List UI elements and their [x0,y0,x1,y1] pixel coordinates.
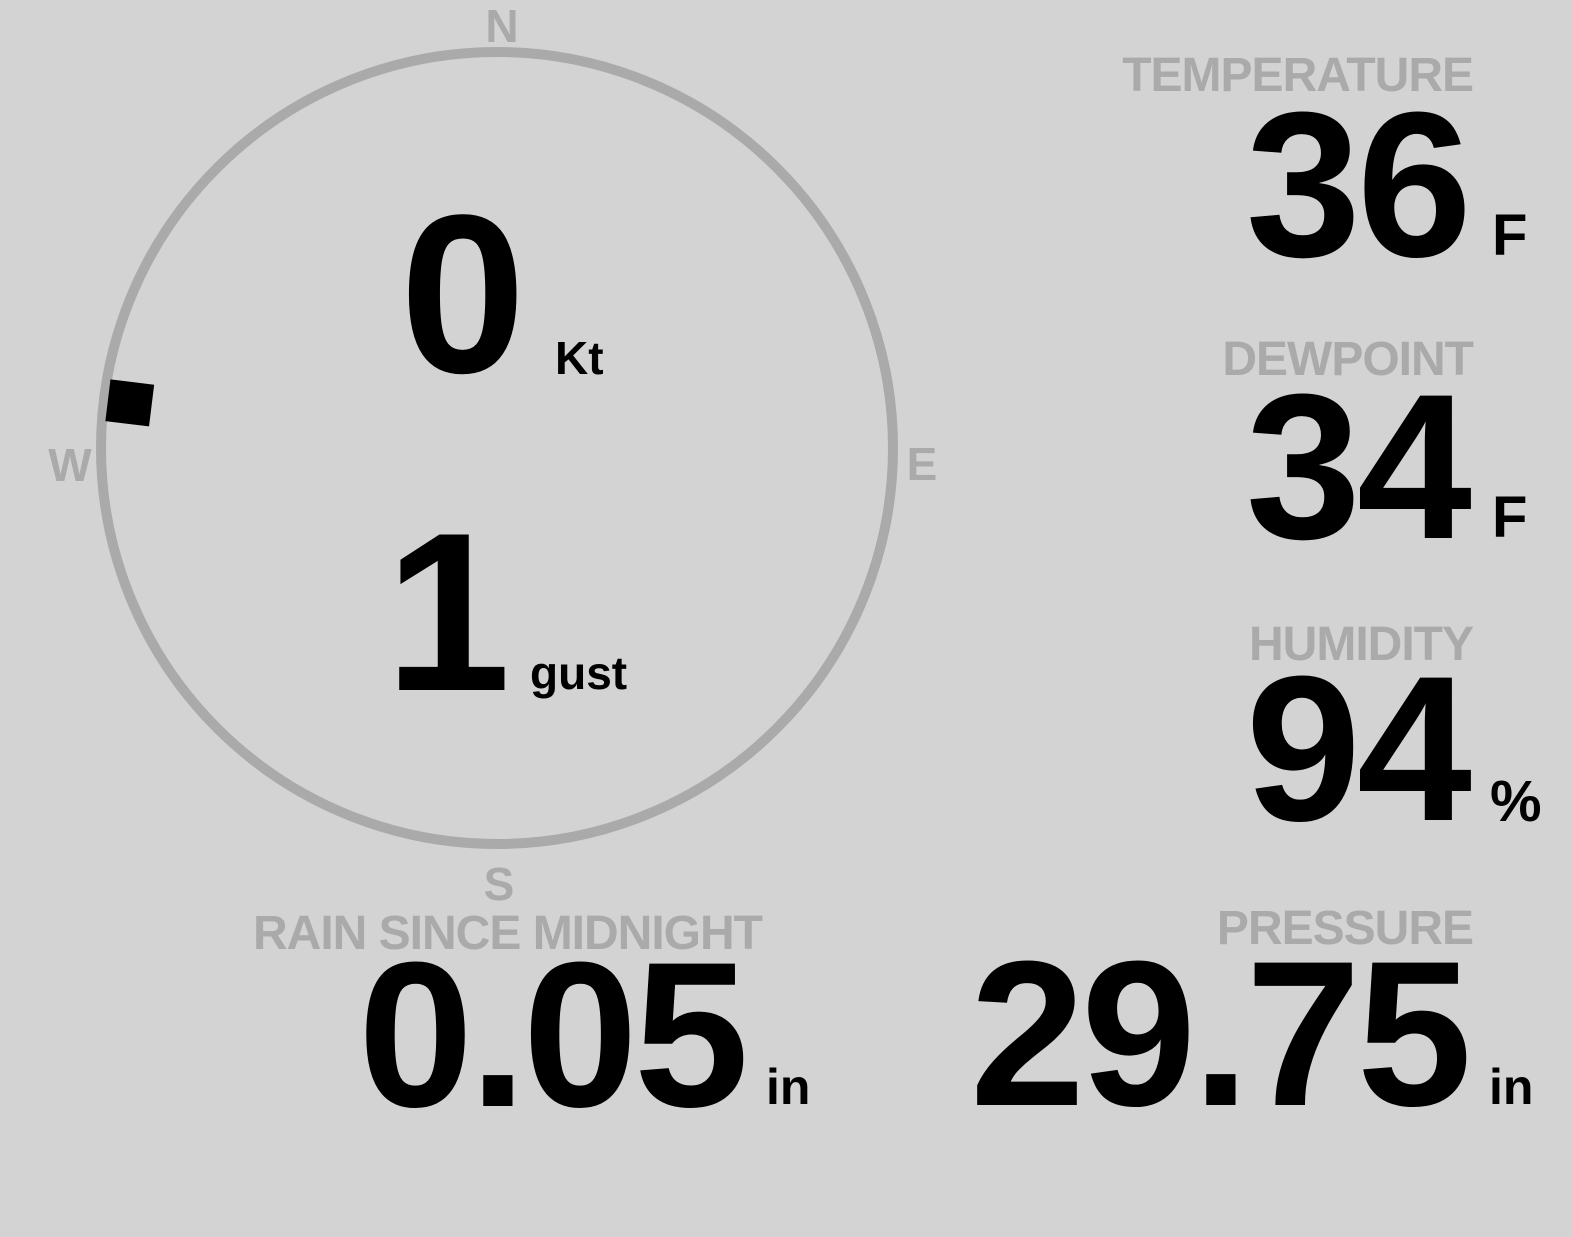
dewpoint-unit: F [1492,485,1528,550]
temperature-value: 36 [1245,69,1472,300]
dewpoint-value: 34 [1245,351,1472,582]
compass-north-label: N [485,0,519,52]
temperature-label: TEMPERATURE [1122,49,1474,102]
compass-ring [96,47,898,849]
rain-unit: in [766,1059,811,1115]
pressure-unit: in [1489,1059,1534,1115]
humidity-value: 94 [1245,633,1472,864]
temperature-unit: F [1492,203,1528,268]
compass-south-label: S [483,858,515,910]
wind-direction-marker [105,379,155,427]
pressure-value: 29.75 [969,918,1472,1149]
wind-gust-unit: gust [530,647,628,699]
pressure-label: PRESSURE [1216,902,1474,955]
wind-gust-value: 1 [385,485,511,738]
humidity-unit: % [1490,769,1542,834]
dewpoint-label: DEWPOINT [1222,333,1474,386]
compass-east-label: E [906,438,938,490]
wind-speed-unit: Kt [555,332,604,384]
rain-label: RAIN SINCE MIDNIGHT [253,907,763,960]
wind-speed-value: 0 [400,167,526,420]
compass-west-label: W [48,439,92,491]
humidity-label: HUMIDITY [1249,618,1474,671]
rain-value: 0.05 [358,919,749,1150]
